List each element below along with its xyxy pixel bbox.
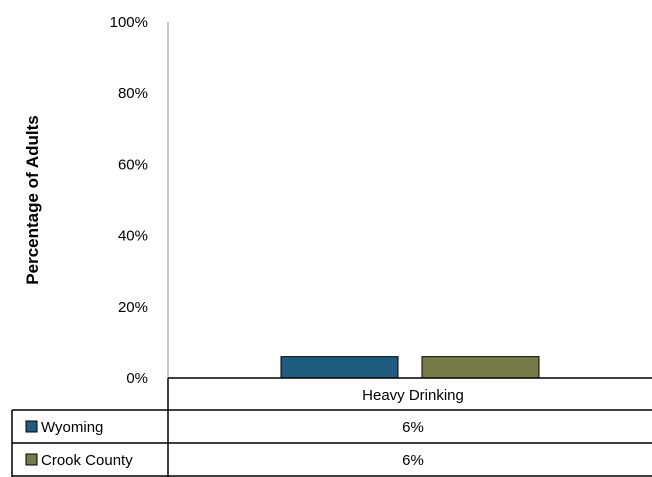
y-tick-label: 100% xyxy=(110,14,148,31)
legend-label-wyoming: Wyoming xyxy=(41,419,103,436)
legend-swatch-wyoming xyxy=(25,420,38,433)
y-tick-labels: 0% 20% 40% 60% 80% 100% xyxy=(110,14,148,387)
bars xyxy=(280,356,540,379)
data-table: Heavy Drinking Wyoming 6% Crook County 6… xyxy=(11,377,652,477)
y-tick-label: 0% xyxy=(126,370,148,387)
data-label-wyoming: 6% xyxy=(402,419,424,436)
y-axis-label: Percentage of Adults xyxy=(23,115,42,284)
y-tick-label: 40% xyxy=(118,228,148,245)
legend-swatch-crook-county xyxy=(25,453,38,466)
category-label: Heavy Drinking xyxy=(362,387,464,404)
legend-label-crook-county: Crook County xyxy=(41,452,133,469)
bar-crook-county xyxy=(421,356,540,379)
y-tick-label: 80% xyxy=(118,85,148,102)
bar-wyoming xyxy=(280,356,399,379)
y-tick-label: 20% xyxy=(118,299,148,316)
data-label-crook-county: 6% xyxy=(402,452,424,469)
y-tick-label: 60% xyxy=(118,156,148,173)
